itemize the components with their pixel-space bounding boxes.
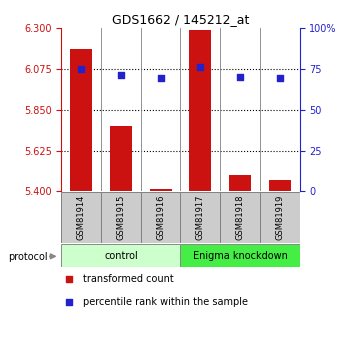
Point [78,66,84,71]
Bar [61,244,180,267]
Text: GSM81916: GSM81916 [156,195,165,240]
Bar [150,189,171,191]
Text: GSM81919: GSM81919 [275,195,284,240]
Bar [70,49,92,191]
Point [277,76,283,81]
Bar [269,180,291,191]
Text: control: control [104,251,138,260]
Bar [141,192,180,243]
Text: GSM81918: GSM81918 [236,195,244,240]
Point [197,64,203,70]
Bar [220,192,260,243]
Point [158,76,164,81]
Bar [180,244,300,267]
Text: GSM81917: GSM81917 [196,195,205,240]
Point [66,277,71,282]
Text: Enigma knockdown: Enigma knockdown [193,251,287,260]
Text: GSM81914: GSM81914 [77,195,86,240]
Text: GSM81915: GSM81915 [117,195,125,240]
Point [237,74,243,79]
Bar [61,192,101,243]
Bar [180,192,220,243]
Point [66,299,71,305]
Bar [110,126,132,191]
Bar [101,192,141,243]
Text: protocol: protocol [8,252,48,262]
Text: percentile rank within the sample: percentile rank within the sample [83,297,248,307]
Bar [190,30,211,191]
Bar [260,192,300,243]
Bar [229,175,251,191]
Point [118,72,124,78]
Text: transformed count: transformed count [83,275,174,284]
Title: GDS1662 / 145212_at: GDS1662 / 145212_at [112,13,249,27]
